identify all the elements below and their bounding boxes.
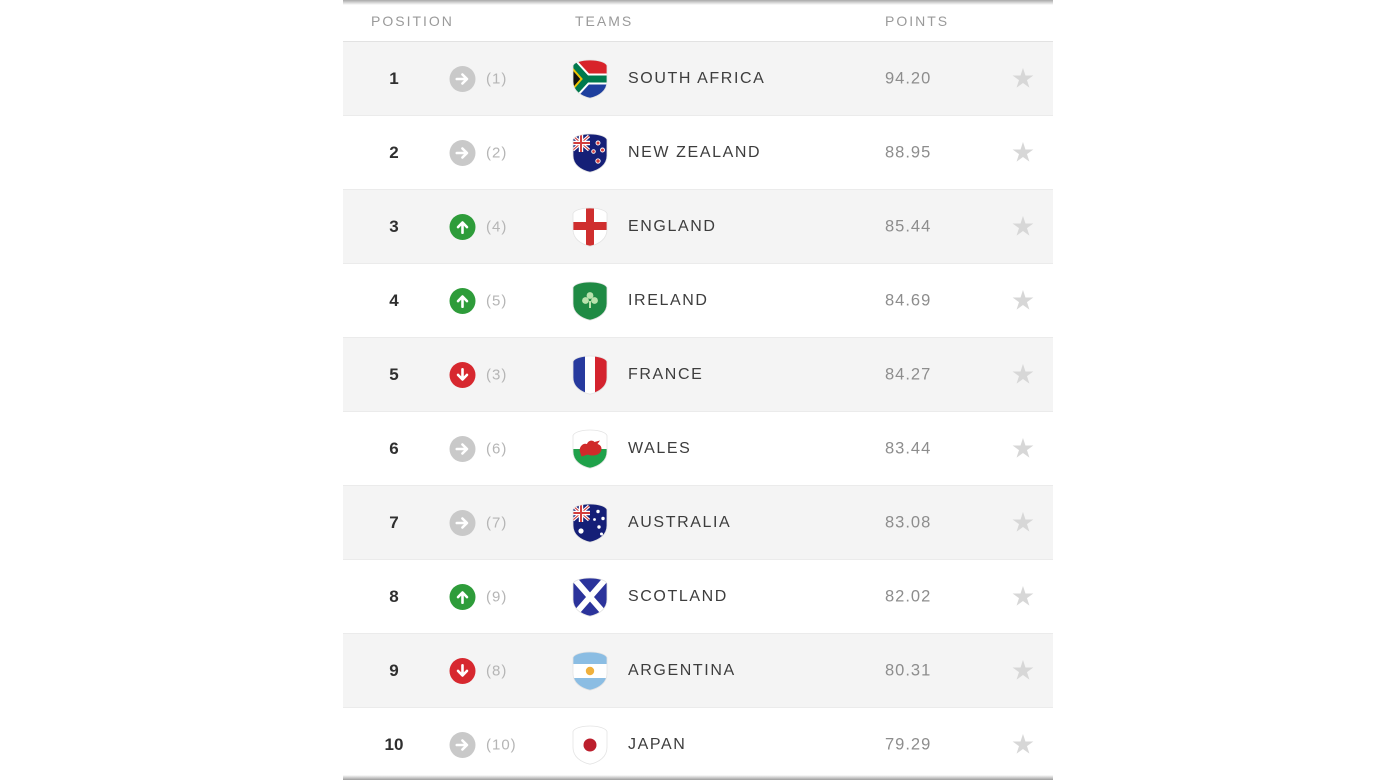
column-header-position: POSITION (371, 12, 454, 29)
position-value: 8 (389, 586, 399, 606)
team-row-australia[interactable]: 7 (7) AUSTRALIA 83.08 ★ (343, 486, 1053, 560)
previous-position: (10) (486, 736, 517, 753)
team-name: SCOTLAND (628, 587, 728, 605)
position-value: 5 (389, 364, 399, 384)
up-arrow-icon (449, 583, 476, 610)
wales-flag-icon (571, 428, 609, 470)
favorite-star-icon[interactable]: ★ (1010, 211, 1036, 241)
right-arrow-icon (449, 731, 476, 758)
england-flag-icon (571, 206, 609, 248)
france-flag-icon (571, 354, 609, 396)
team-name: WALES (628, 439, 692, 457)
favorite-star-icon[interactable]: ★ (1010, 433, 1036, 463)
position-value: 3 (389, 216, 399, 236)
position-value: 4 (389, 290, 399, 310)
favorite-star-icon[interactable]: ★ (1010, 507, 1036, 537)
favorite-star-icon[interactable]: ★ (1010, 63, 1036, 93)
team-row-argentina[interactable]: 9 (8) ARGENTINA 80.31 ★ (343, 634, 1053, 708)
points-value: 84.27 (885, 365, 932, 383)
up-arrow-icon (449, 287, 476, 314)
previous-position: (2) (486, 144, 508, 161)
team-name: ENGLAND (628, 217, 717, 235)
points-value: 84.69 (885, 291, 932, 309)
right-arrow-icon (449, 435, 476, 462)
previous-position: (6) (486, 440, 508, 457)
previous-position: (4) (486, 218, 508, 235)
position-value: 10 (384, 734, 404, 754)
team-row-japan[interactable]: 10 (10) JAPAN 79.29 ★ (343, 708, 1053, 780)
team-name: SOUTH AFRICA (628, 69, 766, 87)
right-arrow-icon (449, 65, 476, 92)
right-arrow-icon (449, 509, 476, 536)
points-value: 80.31 (885, 661, 932, 679)
team-row-south-africa[interactable]: 1 (1) SOUTH AFRICA 94.20 ★ (343, 42, 1053, 116)
position-value: 6 (389, 438, 399, 458)
down-arrow-icon (449, 657, 476, 684)
points-value: 83.44 (885, 439, 932, 457)
previous-position: (3) (486, 366, 508, 383)
previous-position: (8) (486, 662, 508, 679)
previous-position: (1) (486, 70, 508, 87)
south-africa-flag-icon (571, 58, 609, 100)
up-arrow-icon (449, 213, 476, 240)
team-name: NEW ZEALAND (628, 143, 762, 161)
argentina-flag-icon (571, 650, 609, 692)
team-row-wales[interactable]: 6 (6) WALES 83.44 ★ (343, 412, 1053, 486)
australia-flag-icon (571, 502, 609, 544)
bottom-scroll-shadow (343, 775, 1053, 780)
team-name: JAPAN (628, 735, 687, 753)
favorite-star-icon[interactable]: ★ (1010, 581, 1036, 611)
points-value: 79.29 (885, 735, 932, 753)
favorite-star-icon[interactable]: ★ (1010, 359, 1036, 389)
favorite-star-icon[interactable]: ★ (1010, 285, 1036, 315)
scotland-flag-icon (571, 576, 609, 618)
points-value: 88.95 (885, 143, 932, 161)
team-row-new-zealand[interactable]: 2 (2) NEW ZEALAND 88.95 ★ (343, 116, 1053, 190)
japan-flag-icon (571, 724, 609, 766)
team-name: AUSTRALIA (628, 513, 732, 531)
team-row-scotland[interactable]: 8 (9) SCOTLAND 82.02 ★ (343, 560, 1053, 634)
points-value: 85.44 (885, 217, 932, 235)
previous-position: (7) (486, 514, 508, 531)
team-row-ireland[interactable]: 4 (5) IRELAND 84.69 ★ (343, 264, 1053, 338)
position-value: 1 (389, 68, 399, 88)
top-scroll-shadow (343, 0, 1053, 5)
team-name: FRANCE (628, 365, 704, 383)
column-header-teams: TEAMS (575, 12, 634, 29)
column-header-points: POINTS (885, 12, 950, 29)
points-value: 82.02 (885, 587, 932, 605)
favorite-star-icon[interactable]: ★ (1010, 655, 1036, 685)
ireland-flag-icon (571, 280, 609, 322)
position-value: 2 (389, 142, 399, 162)
points-value: 83.08 (885, 513, 932, 531)
position-value: 9 (389, 660, 399, 680)
rankings-table: POSITION TEAMS POINTS 1 (1) SOUTH AFRICA… (343, 0, 1053, 780)
down-arrow-icon (449, 361, 476, 388)
position-value: 7 (389, 512, 399, 532)
team-name: ARGENTINA (628, 661, 736, 679)
favorite-star-icon[interactable]: ★ (1010, 729, 1036, 759)
previous-position: (5) (486, 292, 508, 309)
table-body: 1 (1) SOUTH AFRICA 94.20 ★ 2 (2) NEW ZEA… (343, 42, 1053, 780)
table-header-row: POSITION TEAMS POINTS (343, 0, 1053, 42)
team-row-france[interactable]: 5 (3) FRANCE 84.27 ★ (343, 338, 1053, 412)
favorite-star-icon[interactable]: ★ (1010, 137, 1036, 167)
points-value: 94.20 (885, 69, 932, 87)
new-zealand-flag-icon (571, 132, 609, 174)
team-row-england[interactable]: 3 (4) ENGLAND 85.44 ★ (343, 190, 1053, 264)
previous-position: (9) (486, 588, 508, 605)
right-arrow-icon (449, 139, 476, 166)
team-name: IRELAND (628, 291, 709, 309)
